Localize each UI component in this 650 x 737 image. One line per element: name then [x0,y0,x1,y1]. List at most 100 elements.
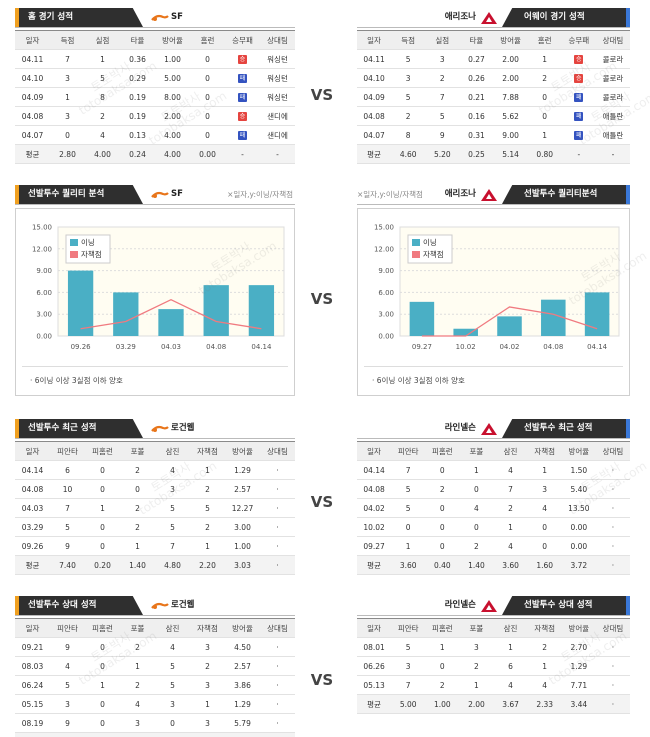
table-cell: 2.33 [527,694,562,714]
table-cell: 9 [50,713,85,733]
table-cell: 1 [527,49,562,69]
table-cell: 1.29 [225,460,260,480]
table-cell: 5 [190,498,225,518]
y-tick-label: 6.00 [36,289,52,297]
table-cell: 2.40 [190,732,225,737]
axis-note: ×일자,y:이닝/자책점 [227,190,293,199]
header-title: 홈 경기 성적 [15,8,143,27]
table-cell: 승 [561,68,596,88]
table-cell: 평균 [357,694,392,714]
table-cell: 5 [85,68,120,88]
column-header: 자책점 [190,618,225,638]
table-cell: 4.60 [391,144,426,164]
team-logo [481,423,497,435]
table-cell: 3.44 [561,694,596,714]
table-cell: 2.00 [459,694,494,714]
table-cell: 03.29 [15,517,50,537]
table-cell: 5 [391,637,426,657]
table-cell: 06.26 [357,656,392,676]
table-cell: 패 [561,125,596,145]
table-cell: 1 [120,656,155,676]
table-cell: 04.03 [15,498,50,518]
data-row: 04.02 5 0 4 2 4 13.50 · [357,498,630,518]
x-tick-label: 04.08 [543,343,563,351]
table-cell: 2.70 [561,637,596,657]
table-cell: 1.29 [225,694,260,714]
table-cell: 4.00 [155,144,190,164]
column-header: 피안타 [50,441,85,461]
column-header: 상대팀 [595,441,630,461]
column-header: 포볼 [459,618,494,638]
bar [203,285,229,336]
column-header: 득점 [391,30,426,50]
table-cell: 3 [190,713,225,733]
table-cell: 0.20 [85,732,120,737]
table-cell: 1 [190,460,225,480]
table-cell: 3 [50,694,85,714]
table-cell: 1 [527,460,562,480]
table-cell: 2 [190,517,225,537]
column-header: 상대팀 [595,30,630,50]
table-cell: 3.00 [225,517,260,537]
header-title: 선발투수 최근 성적 [502,419,630,438]
table-cell: 0 [425,536,460,556]
x-tick-label: 10.02 [456,343,476,351]
table-cell: 0 [85,694,120,714]
table-cell: 08.19 [15,713,50,733]
table-cell: 1.00 [225,536,260,556]
column-header: 타율 [120,30,155,50]
table-cell: 4 [493,675,528,695]
table-cell: 06.24 [15,675,50,695]
average-row: 평균 3.60 0.40 1.40 3.60 1.60 3.72 · [357,555,630,575]
table-cell: 1 [190,694,225,714]
column-header: 삼진 [493,618,528,638]
table-cell: 9 [425,125,460,145]
table-cell: 2.57 [225,656,260,676]
table-cell: 1 [85,49,120,69]
column-header: 득점 [50,30,85,50]
table-cell: 04.10 [15,68,50,88]
chart-panel: 0.00 3.00 6.00 9.00 12.00 15.00 09.27 10.02 04.0… [357,208,630,396]
table-cell: 2.40 [120,732,155,737]
table-cell: 0 [155,713,190,733]
table-cell: 3 [155,479,190,499]
table-cell: 7 [425,87,460,107]
data-row: 04.07 0 4 0.13 4.00 0 패 샌디에 [15,125,295,145]
column-header: 일자 [15,441,50,461]
section-header: 선발투수 상대 성적 로건웹 [15,596,295,616]
column-header: 자책점 [190,441,225,461]
table-cell: 2 [459,536,494,556]
table-cell: 1 [425,637,460,657]
column-header: 방어율 [561,618,596,638]
table-cell: 1 [493,517,528,537]
table-cell: 3 [155,694,190,714]
table-cell: 승 [225,106,260,126]
table-cell: 1 [527,656,562,676]
column-header: 일자 [357,441,392,461]
legend-swatch [412,251,420,258]
table-cell: 패 [225,87,260,107]
table-cell: 0.00 [561,517,596,537]
column-header: 방어율 [225,441,260,461]
table-cell: 승 [225,49,260,69]
table-cell: 9 [50,536,85,556]
table-cell: 1 [391,536,426,556]
section-header: 선발투수 퀄리티 분석 SF ×일자,y:이닝/자책점 [15,185,295,205]
data-row: 04.07 8 9 0.31 9.00 1 패 애틀란 [357,125,630,145]
data-row: 06.26 3 0 2 6 1 1.29 · [357,656,630,676]
table-cell: 3 [190,675,225,695]
table-cell: 0 [459,479,494,499]
vs-label: VS [310,86,334,104]
bar [541,299,566,336]
table-cell: 5 [50,675,85,695]
table-cell: 09.26 [15,536,50,556]
table-cell: 08.03 [15,656,50,676]
table-cell: 12.27 [225,498,260,518]
footnote: · 6이닝 이상 3실점 이하 양호 [372,376,465,385]
table-cell: 5.79 [225,713,260,733]
table-cell: 3.72 [561,555,596,575]
column-header: 포볼 [120,441,155,461]
average-row: 평균 5.00 1.00 2.00 3.67 2.33 3.44 · [357,694,630,714]
team-name: SF [171,189,183,199]
chart: 0.00 3.00 6.00 9.00 12.00 15.00 09.26 03.29 04.0… [32,224,285,351]
